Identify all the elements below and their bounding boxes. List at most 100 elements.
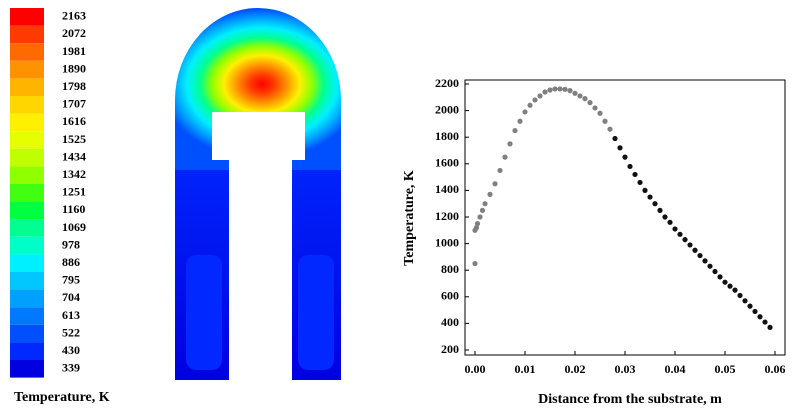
y-axis-label: Temperature, K <box>402 170 417 266</box>
data-point <box>707 263 713 269</box>
colorbar-swatch <box>10 307 44 325</box>
colorbar-swatch <box>10 113 44 132</box>
colorbar-level: 2163 <box>62 9 86 23</box>
data-point <box>672 226 678 232</box>
data-point <box>727 283 733 289</box>
colorbar-swatch <box>10 166 44 184</box>
y-tick-label: 2000 <box>435 102 459 116</box>
data-point <box>747 303 753 309</box>
colorbar-swatch <box>10 236 44 255</box>
colorbar-level: 1069 <box>62 220 86 234</box>
y-tick-label: 1800 <box>435 129 459 143</box>
data-point <box>562 86 568 92</box>
data-point <box>697 252 703 259</box>
x-tick-label: 0.02 <box>565 362 586 376</box>
colorbar-swatch <box>10 184 44 202</box>
colorbar-swatch <box>10 342 44 360</box>
data-point <box>652 201 658 207</box>
colorbar-level: 613 <box>62 308 80 322</box>
data-point <box>557 86 563 92</box>
data-point <box>527 102 533 108</box>
data-point <box>632 171 638 178</box>
data-point <box>702 258 708 264</box>
colorbar-level: 430 <box>62 343 80 357</box>
colorbar-level: 1251 <box>62 185 86 199</box>
colorbar-swatch <box>10 78 44 96</box>
data-point <box>532 97 538 103</box>
data-point <box>473 225 480 231</box>
data-point <box>742 298 748 304</box>
data-point <box>542 89 548 95</box>
colorbar-label: Temperature, K <box>14 390 110 405</box>
data-point <box>582 96 588 102</box>
y-tick-label: 1400 <box>435 182 459 196</box>
colorbar-swatch <box>10 201 44 220</box>
data-point <box>682 237 688 243</box>
data-point <box>567 88 573 94</box>
data-point <box>477 214 483 220</box>
colorbar-level: 1434 <box>62 149 86 163</box>
colorbar-level: 1525 <box>62 132 86 146</box>
data-point <box>692 247 698 253</box>
colorbar-level: 1707 <box>62 97 86 111</box>
y-tick-label: 200 <box>441 342 459 356</box>
colorbar-level: 978 <box>62 237 80 251</box>
y-tick-label: 1600 <box>435 156 459 170</box>
data-point <box>602 118 608 124</box>
y-tick-label: 800 <box>441 262 459 276</box>
x-tick-label: 0.01 <box>515 362 536 376</box>
data-point <box>482 201 488 207</box>
data-point <box>552 86 558 92</box>
data-point <box>712 268 718 275</box>
data-point <box>492 181 498 187</box>
data-point <box>537 93 543 99</box>
colorbar-level: 886 <box>62 255 80 269</box>
data-point <box>472 260 478 267</box>
leg-inner <box>298 255 334 370</box>
data-point <box>647 194 653 200</box>
x-axis-label: Distance from the substrate, m <box>538 392 722 407</box>
y-tick-label: 1000 <box>435 235 459 249</box>
colorbar-level: 795 <box>62 273 80 287</box>
data-point <box>572 90 578 96</box>
colorbar-swatch <box>10 272 44 290</box>
data-point <box>474 221 481 227</box>
data-point <box>479 207 486 213</box>
data-point <box>757 314 763 320</box>
data-point <box>732 287 738 293</box>
x-tick-label: 0.06 <box>765 362 786 376</box>
data-point <box>642 187 648 193</box>
data-point <box>597 110 603 116</box>
x-tick-label: 0.05 <box>715 362 736 376</box>
data-point <box>662 214 668 220</box>
colorbar-swatch <box>10 219 44 237</box>
data-point <box>587 100 593 106</box>
data-point <box>507 141 513 147</box>
colorbar-level: 1890 <box>62 61 86 75</box>
data-point <box>657 207 663 213</box>
data-point <box>512 127 518 134</box>
data-point <box>522 109 528 115</box>
data-point <box>517 118 523 124</box>
data-point <box>637 179 643 186</box>
colorbar-swatch <box>10 324 44 343</box>
data-point <box>547 87 553 93</box>
data-point <box>687 242 693 248</box>
colorbar-level: 1342 <box>62 167 86 181</box>
y-tick-label: 1200 <box>435 209 459 223</box>
x-tick-label: 0.00 <box>465 362 486 376</box>
data-point <box>717 274 723 280</box>
data-point <box>762 319 768 325</box>
colorbar-swatch <box>10 148 44 167</box>
data-point <box>677 231 683 237</box>
colorbar-level: 1981 <box>62 44 86 58</box>
colorbar-swatch <box>10 25 44 44</box>
data-point <box>622 154 628 160</box>
colorbar-level: 1616 <box>62 114 86 128</box>
colorbar-swatch <box>10 289 44 308</box>
colorbar-level: 704 <box>62 290 80 304</box>
colorbar-swatch <box>10 96 44 114</box>
contour-plot <box>175 8 341 382</box>
colorbar-level: 339 <box>62 361 80 375</box>
data-point <box>722 279 728 285</box>
